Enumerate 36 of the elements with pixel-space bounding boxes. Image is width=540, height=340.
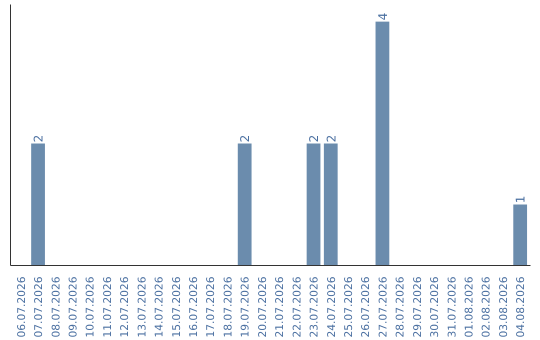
x-tick-label: 19.07.2026 bbox=[238, 276, 252, 338]
x-tick-label: 06.07.2026 bbox=[14, 276, 28, 338]
x-tick-label: 04.08.2026 bbox=[514, 276, 528, 338]
x-tick-label: 01.08.2026 bbox=[462, 276, 476, 338]
x-tick-label: 09.07.2026 bbox=[66, 276, 80, 338]
x-tick-label: 10.07.2026 bbox=[84, 276, 97, 338]
x-tick-label: 16.07.2026 bbox=[187, 276, 200, 338]
data-label: 1 bbox=[514, 196, 528, 204]
x-tick-label: 31.07.2026 bbox=[445, 276, 458, 338]
x-tick-label: 29.07.2026 bbox=[410, 276, 424, 338]
x-tick-label: 02.08.2026 bbox=[480, 276, 493, 338]
x-tick-label: 13.07.2026 bbox=[135, 276, 148, 338]
x-tick-label: 08.07.2026 bbox=[49, 276, 62, 338]
x-tick-label: 27.07.2026 bbox=[376, 276, 390, 338]
x-tick-label: 24.07.2026 bbox=[324, 276, 338, 338]
data-label: 2 bbox=[307, 134, 322, 142]
x-tick-label: 17.07.2026 bbox=[204, 276, 218, 338]
x-tick-label: 18.07.2026 bbox=[221, 276, 234, 338]
x-tick-label: 11.07.2026 bbox=[100, 276, 114, 338]
x-tick-label: 15.07.2026 bbox=[170, 276, 183, 338]
x-tick-label: 28.07.2026 bbox=[394, 276, 407, 338]
data-label: 2 bbox=[324, 134, 338, 142]
x-tick-label: 14.07.2026 bbox=[152, 276, 166, 338]
data-label: 4 bbox=[376, 12, 390, 20]
x-tick-label: 21.07.2026 bbox=[273, 276, 286, 338]
data-label: 2 bbox=[32, 134, 46, 142]
x-tick-label: 26.07.2026 bbox=[359, 276, 372, 338]
x-tick-label: 20.07.2026 bbox=[256, 276, 269, 338]
x-tick-label: 12.07.2026 bbox=[118, 276, 132, 338]
data-label: 2 bbox=[238, 134, 252, 142]
x-tick-label: 07.07.2026 bbox=[32, 276, 46, 338]
x-tick-label: 23.07.2026 bbox=[308, 276, 321, 338]
x-tick-label: 30.07.2026 bbox=[428, 276, 442, 338]
x-tick-label: 03.08.2026 bbox=[496, 276, 510, 338]
x-tick-label: 25.07.2026 bbox=[342, 276, 355, 338]
x-tick-label: 22.07.2026 bbox=[290, 276, 304, 338]
